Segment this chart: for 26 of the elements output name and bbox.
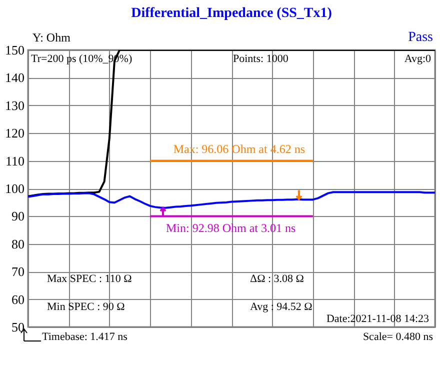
text: Scale= 0.480 ns: [362, 331, 433, 343]
annotation: Avg:0: [404, 53, 432, 65]
y-tick-label: 80: [12, 236, 24, 252]
y-tick-label: 120: [5, 126, 24, 141]
annotation: ΔΩ : 3.08 Ω: [250, 273, 304, 285]
annotation: Points: 1000: [233, 53, 289, 65]
annotation: Min SPEC : 90 Ω: [47, 301, 125, 313]
line-series: [28, 191, 435, 209]
y-tick-label: 150: [5, 42, 24, 58]
annotation: Max: 96.06 Ohm at 4.62 ns: [173, 142, 306, 156]
text: Timebase: 1.417 ns: [42, 331, 128, 343]
annotation: Max SPEC : 110 Ω: [47, 273, 132, 285]
y-tick-label: 60: [12, 292, 24, 307]
y-tick-label: 90: [12, 208, 24, 224]
annotation: Avg : 94.52 Ω: [250, 301, 312, 313]
annotation: Min: 92.98 Ohm at 3.01 ns: [166, 221, 296, 235]
y-tick-label: 130: [5, 98, 24, 113]
annotation: Date:2021-11-08 14:23: [326, 313, 430, 325]
y-axis-title: Y: Ohm: [32, 30, 72, 44]
y-tick-label: 100: [5, 181, 24, 196]
chart-title: Differential_Impedance (SS_Tx1): [131, 6, 332, 21]
y-tick-label: 70: [12, 264, 24, 280]
y-tick-label: 50: [12, 320, 24, 334]
y-tick-label: 110: [5, 153, 24, 168]
y-tick-label: 140: [5, 70, 24, 86]
text: Pass: [408, 30, 433, 45]
